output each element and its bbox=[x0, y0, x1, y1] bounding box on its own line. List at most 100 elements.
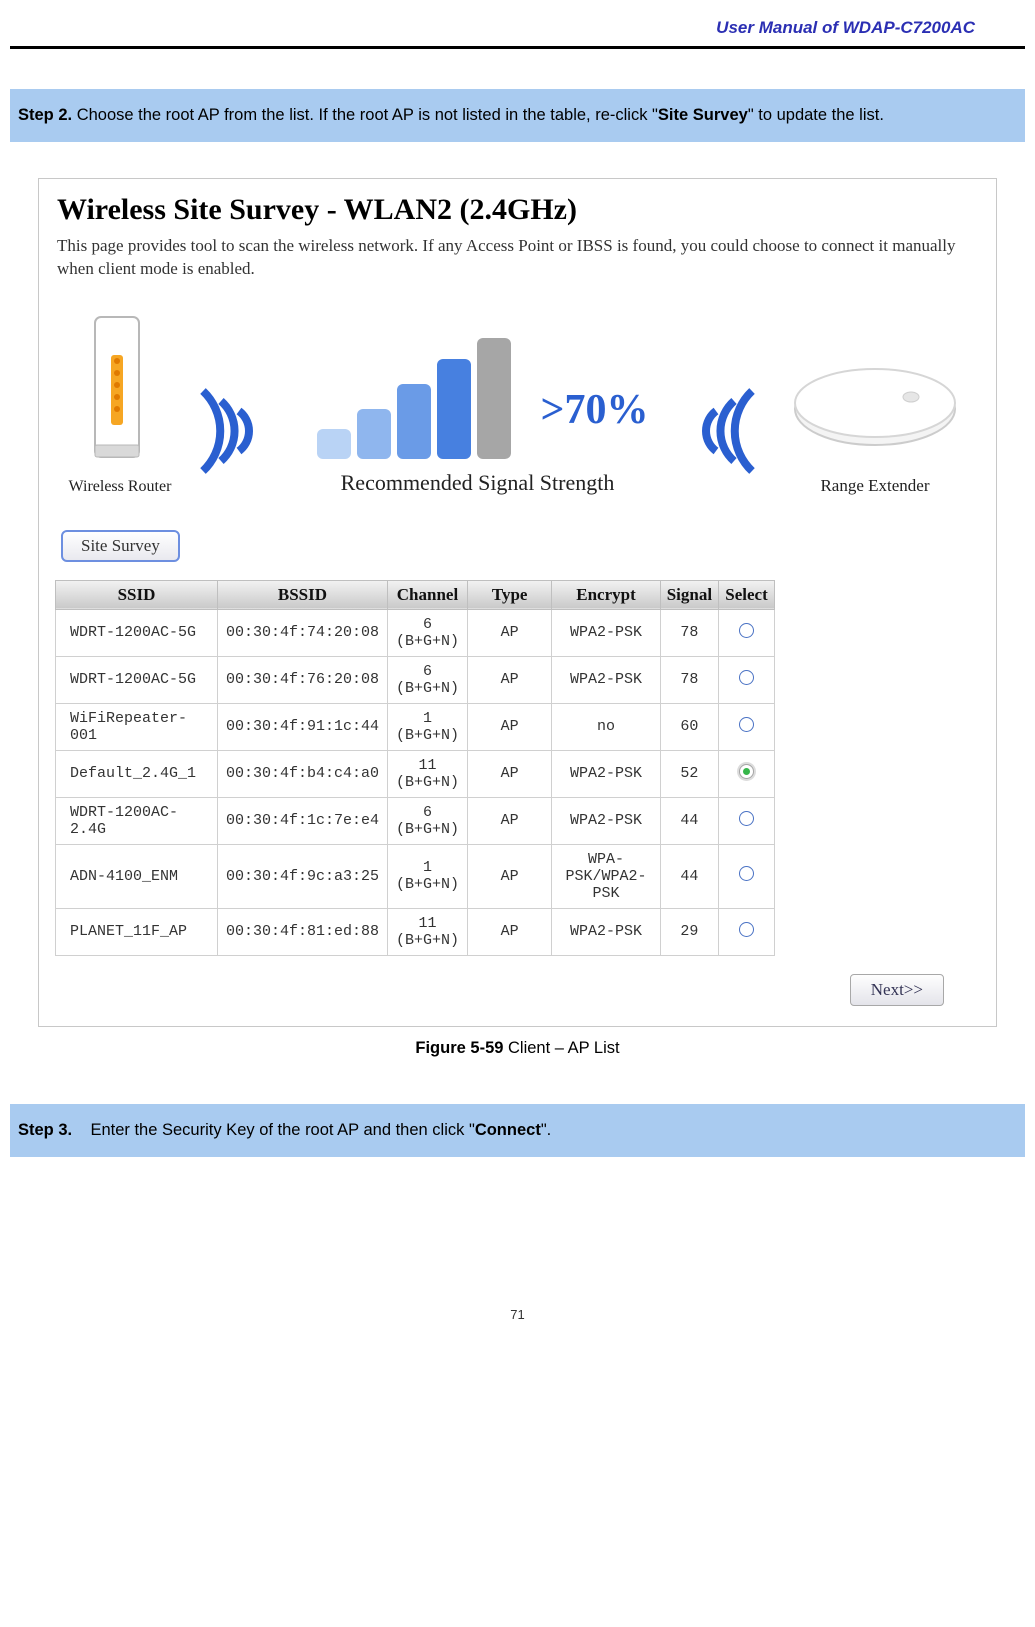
table-cell: 52 bbox=[660, 750, 718, 797]
table-cell: WDRT-1200AC-2.4G bbox=[56, 797, 218, 844]
figure-caption: Figure 5-59 Client – AP List bbox=[10, 1039, 1025, 1058]
col-bssid: BSSID bbox=[217, 580, 387, 609]
table-cell: no bbox=[552, 703, 660, 750]
step3-text-before: Enter the Security Key of the root AP an… bbox=[90, 1121, 474, 1139]
header-rule bbox=[10, 46, 1025, 49]
table-cell: 00:30:4f:81:ed:88 bbox=[217, 908, 387, 955]
table-cell: 00:30:4f:74:20:08 bbox=[217, 609, 387, 656]
table-cell-select bbox=[719, 908, 775, 955]
step3-banner: Step 3. Enter the Security Key of the ro… bbox=[10, 1104, 1025, 1157]
select-radio[interactable] bbox=[739, 623, 754, 638]
table-cell: WPA2-PSK bbox=[552, 656, 660, 703]
table-cell-select bbox=[719, 844, 775, 908]
select-radio[interactable] bbox=[739, 717, 754, 732]
table-cell: AP bbox=[468, 656, 552, 703]
table-cell: AP bbox=[468, 908, 552, 955]
table-cell: Default_2.4G_1 bbox=[56, 750, 218, 797]
table-cell: PLANET_11F_AP bbox=[56, 908, 218, 955]
col-encrypt: Encrypt bbox=[552, 580, 660, 609]
table-row: Default_2.4G_100:30:4f:b4:c4:a011(B+G+N)… bbox=[56, 750, 775, 797]
table-cell: 44 bbox=[660, 797, 718, 844]
select-radio[interactable] bbox=[739, 670, 754, 685]
table-cell: 00:30:4f:76:20:08 bbox=[217, 656, 387, 703]
table-cell: WPA2-PSK bbox=[552, 750, 660, 797]
table-row: WDRT-1200AC-2.4G00:30:4f:1c:7e:e46(B+G+N… bbox=[56, 797, 775, 844]
table-cell: 1(B+G+N) bbox=[387, 703, 467, 750]
table-cell: 29 bbox=[660, 908, 718, 955]
step3-label: Step 3. bbox=[18, 1121, 72, 1139]
range-extender-icon bbox=[785, 347, 965, 467]
step2-banner: Step 2. Choose the root AP from the list… bbox=[10, 89, 1025, 142]
table-cell: 00:30:4f:b4:c4:a0 bbox=[217, 750, 387, 797]
col-channel: Channel bbox=[387, 580, 467, 609]
table-cell: 1(B+G+N) bbox=[387, 844, 467, 908]
signal-bars-icon bbox=[307, 334, 527, 464]
table-cell-select bbox=[719, 703, 775, 750]
step3-bold-term: Connect bbox=[475, 1121, 541, 1139]
wireless-router-icon bbox=[65, 309, 175, 469]
table-cell: 78 bbox=[660, 609, 718, 656]
table-cell: 00:30:4f:9c:a3:25 bbox=[217, 844, 387, 908]
page-number: 71 bbox=[10, 1307, 1025, 1322]
table-cell-select bbox=[719, 797, 775, 844]
figure-text: Client – AP List bbox=[503, 1039, 619, 1057]
table-row: PLANET_11F_AP00:30:4f:81:ed:8811(B+G+N)A… bbox=[56, 908, 775, 955]
table-cell: WPA-PSK/WPA2-PSK bbox=[552, 844, 660, 908]
table-cell: WDRT-1200AC-5G bbox=[56, 609, 218, 656]
table-row: ADN-4100_ENM00:30:4f:9c:a3:251(B+G+N)APW… bbox=[56, 844, 775, 908]
table-cell: 11(B+G+N) bbox=[387, 750, 467, 797]
table-cell: 11(B+G+N) bbox=[387, 908, 467, 955]
table-row: WDRT-1200AC-5G00:30:4f:74:20:086(B+G+N)A… bbox=[56, 609, 775, 656]
table-cell: AP bbox=[468, 844, 552, 908]
table-cell: AP bbox=[468, 797, 552, 844]
step2-bold-term: Site Survey bbox=[658, 106, 748, 124]
table-header-row: SSID BSSID Channel Type Encrypt Signal S… bbox=[56, 580, 775, 609]
table-cell: WPA2-PSK bbox=[552, 609, 660, 656]
page-header: User Manual of WDAP-C7200AC bbox=[10, 0, 1025, 46]
step2-label: Step 2. bbox=[18, 106, 72, 124]
table-cell-select bbox=[719, 656, 775, 703]
table-cell: 00:30:4f:91:1c:44 bbox=[217, 703, 387, 750]
table-cell: 00:30:4f:1c:7e:e4 bbox=[217, 797, 387, 844]
table-cell-select bbox=[719, 609, 775, 656]
signal-caption: Recommended Signal Strength bbox=[271, 470, 684, 496]
table-row: WiFiRepeater-00100:30:4f:91:1c:441(B+G+N… bbox=[56, 703, 775, 750]
next-button[interactable]: Next>> bbox=[850, 974, 944, 1006]
select-radio[interactable] bbox=[739, 764, 754, 779]
table-cell: 78 bbox=[660, 656, 718, 703]
col-ssid: SSID bbox=[56, 580, 218, 609]
signal-strength-block: >70% Recommended Signal Strength bbox=[271, 334, 684, 496]
signal-percentage: >70% bbox=[541, 386, 649, 434]
table-cell: AP bbox=[468, 609, 552, 656]
select-radio[interactable] bbox=[739, 811, 754, 826]
screenshot-subtitle: This page provides tool to scan the wire… bbox=[55, 231, 980, 303]
range-extender-block: Range Extender bbox=[770, 347, 980, 496]
col-signal: Signal bbox=[660, 580, 718, 609]
step3-text-after: ". bbox=[541, 1121, 551, 1139]
screenshot-title: Wireless Site Survey - WLAN2 (2.4GHz) bbox=[55, 187, 980, 231]
table-cell: 6(B+G+N) bbox=[387, 656, 467, 703]
site-survey-button[interactable]: Site Survey bbox=[61, 530, 180, 562]
ap-list-table: SSID BSSID Channel Type Encrypt Signal S… bbox=[55, 580, 775, 956]
table-cell: 60 bbox=[660, 703, 718, 750]
manual-title: User Manual of WDAP-C7200AC bbox=[716, 18, 975, 37]
table-cell: ADN-4100_ENM bbox=[56, 844, 218, 908]
table-cell: 6(B+G+N) bbox=[387, 609, 467, 656]
range-extender-label: Range Extender bbox=[770, 476, 980, 496]
table-cell-select bbox=[719, 750, 775, 797]
table-cell: WiFiRepeater-001 bbox=[56, 703, 218, 750]
table-row: WDRT-1200AC-5G00:30:4f:76:20:086(B+G+N)A… bbox=[56, 656, 775, 703]
table-cell: 6(B+G+N) bbox=[387, 797, 467, 844]
col-select: Select bbox=[719, 580, 775, 609]
step2-text-before: Choose the root AP from the list. If the… bbox=[77, 106, 658, 124]
wireless-router-label: Wireless Router bbox=[55, 478, 185, 496]
topology-diagram: Wireless Router >70% Recommended bbox=[55, 303, 980, 514]
table-cell: WPA2-PSK bbox=[552, 908, 660, 955]
select-radio[interactable] bbox=[739, 866, 754, 881]
table-cell: 44 bbox=[660, 844, 718, 908]
table-cell: AP bbox=[468, 703, 552, 750]
figure-label: Figure 5-59 bbox=[415, 1039, 503, 1057]
step2-text-after: " to update the list. bbox=[748, 106, 884, 124]
select-radio[interactable] bbox=[739, 922, 754, 937]
site-survey-screenshot: Wireless Site Survey - WLAN2 (2.4GHz) Th… bbox=[38, 178, 997, 1027]
